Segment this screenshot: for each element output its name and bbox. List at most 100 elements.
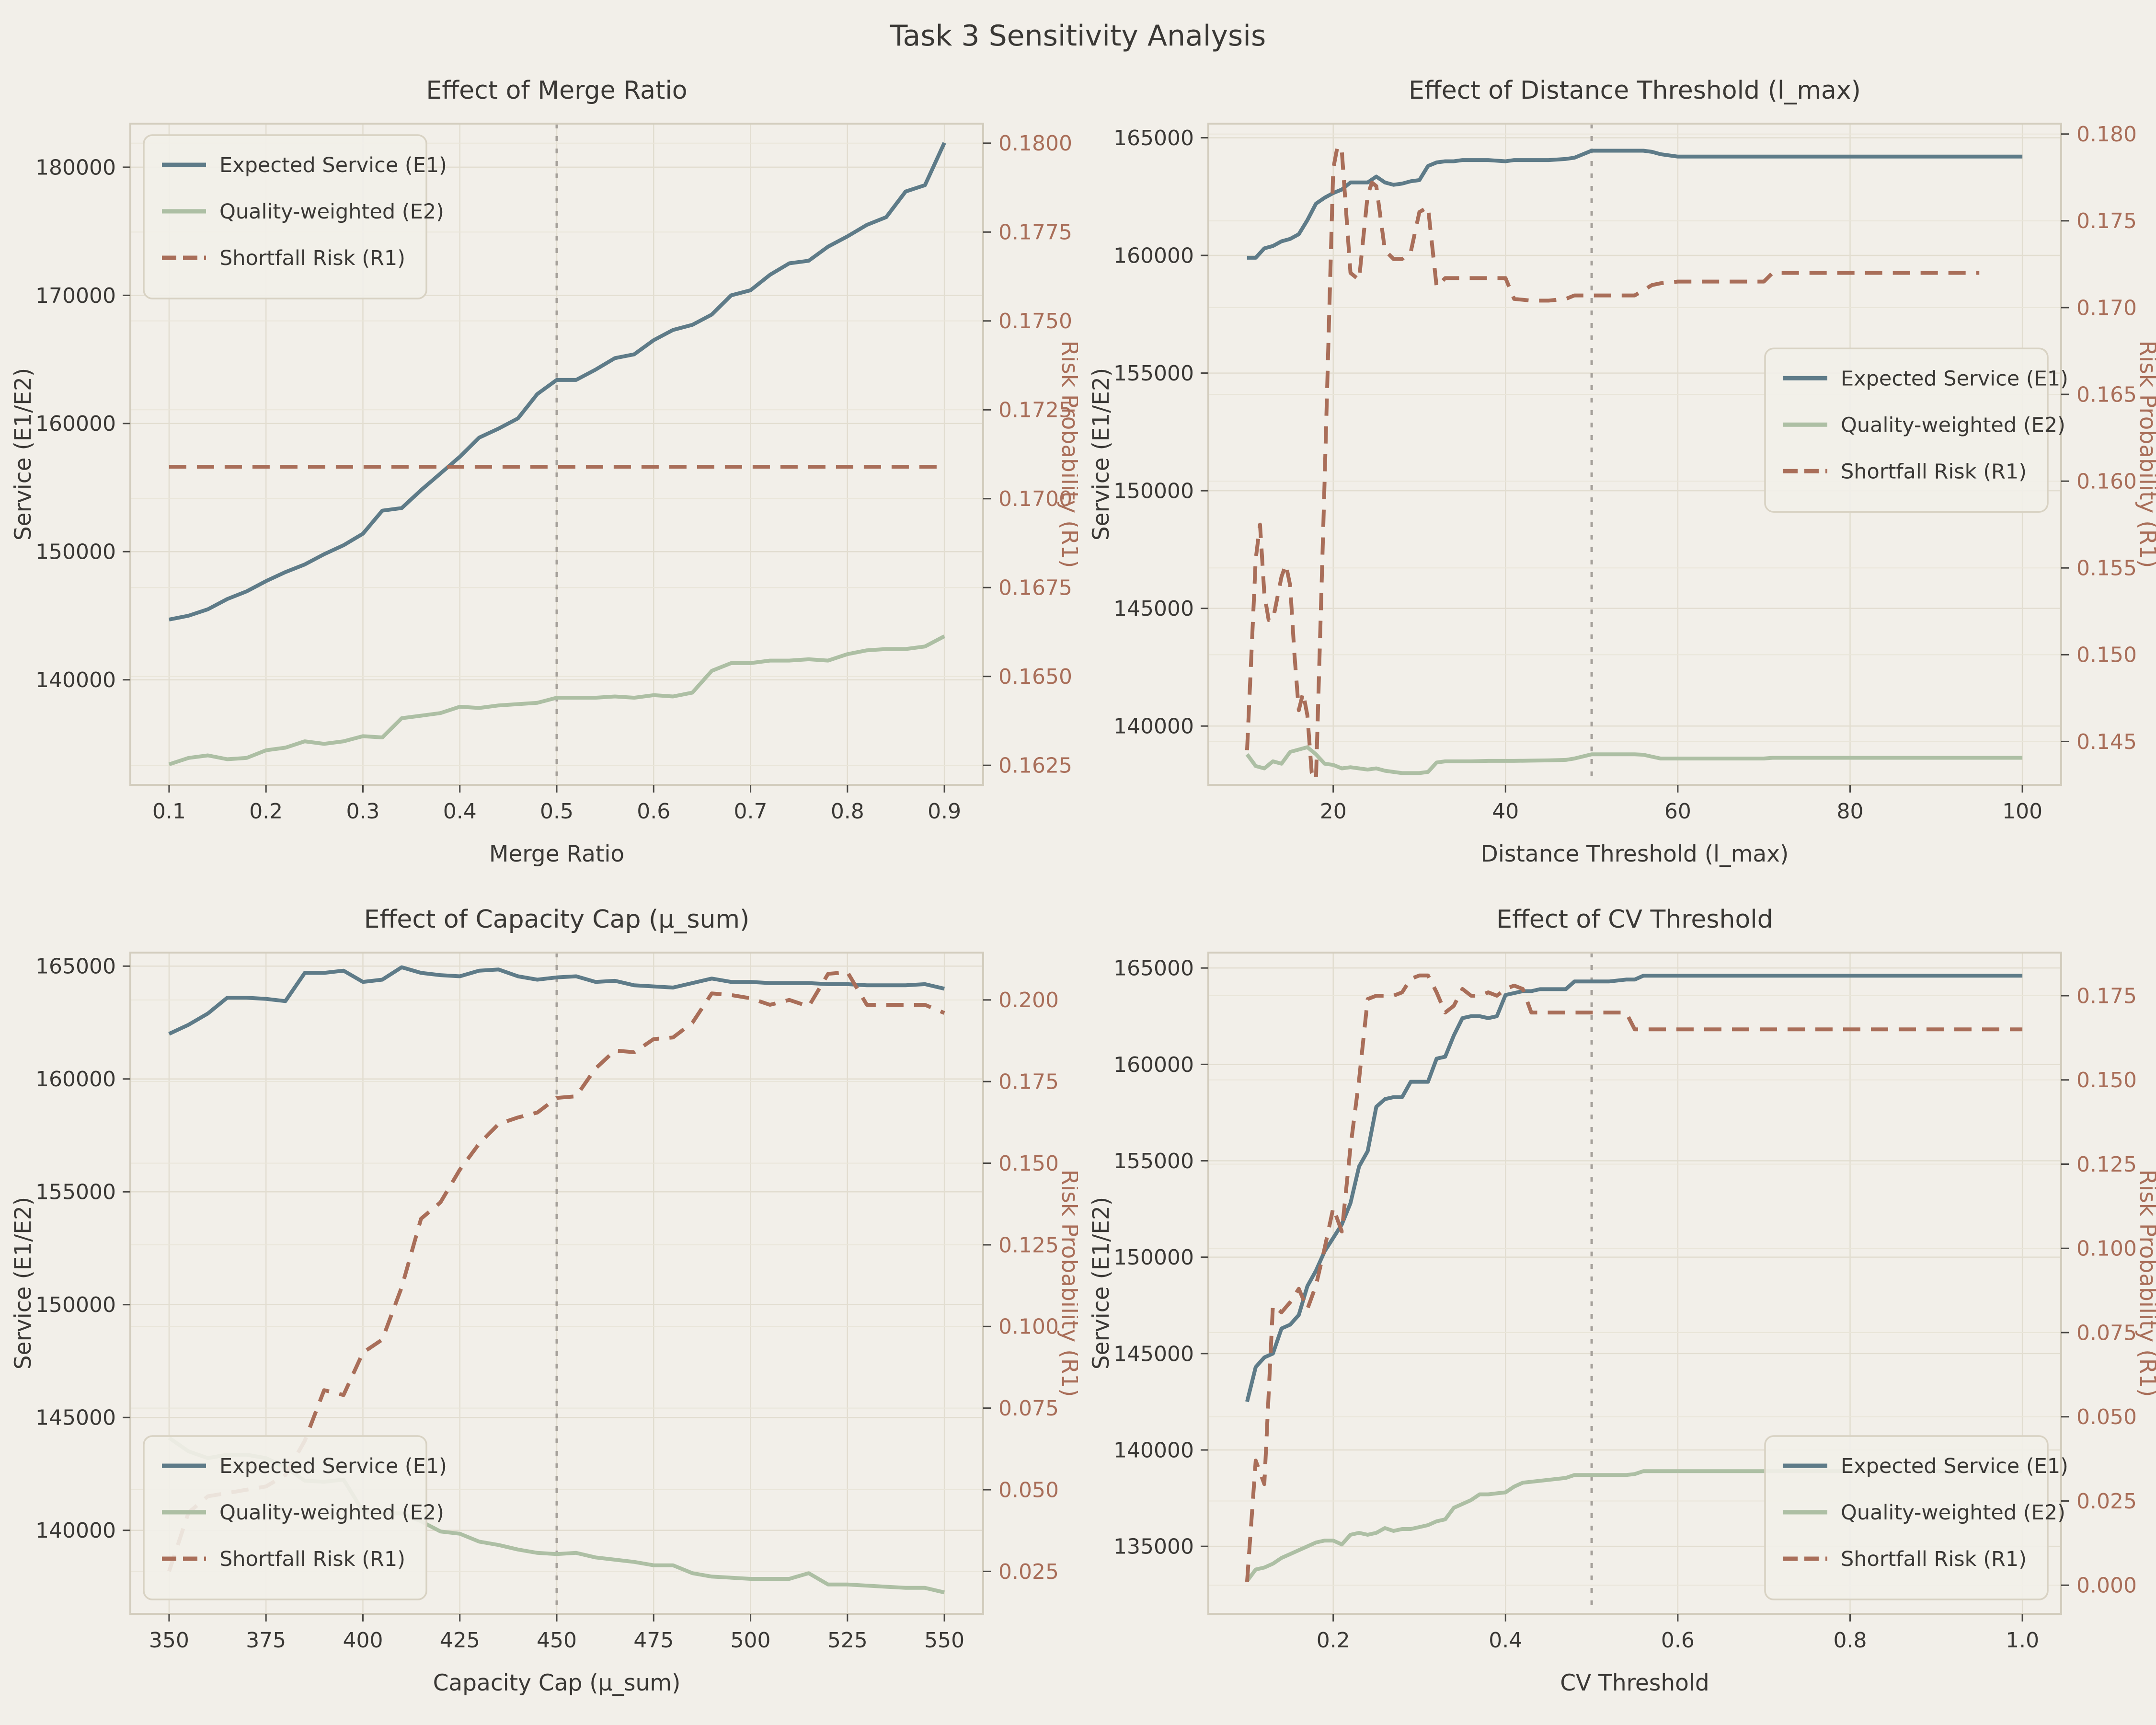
y-right-tick-label: 0.160 [2076, 470, 2137, 494]
legend-label-e2: Quality-weighted (E2) [1841, 413, 2065, 437]
y-left-tick-label: 160000 [35, 412, 116, 436]
x-tick-label: 80 [1836, 799, 1863, 824]
legend-label-e2: Quality-weighted (E2) [219, 200, 444, 224]
e2-line [168, 634, 945, 766]
panel-title: Effect of Distance Threshold (l_max) [1409, 76, 1861, 105]
panel-title: Effect of CV Threshold [1496, 905, 1773, 934]
x-tick-label: 0.8 [1834, 1628, 1867, 1653]
y-right-tick-label: 0.1750 [998, 309, 1072, 334]
x-tick-label: 475 [633, 1628, 674, 1653]
y-right-tick-label: 0.170 [2076, 296, 2137, 320]
legend-label-e2: Quality-weighted (E2) [1841, 1501, 2065, 1525]
y-right-tick-label: 0.200 [998, 988, 1059, 1012]
y-right-tick-label: 0.180 [2076, 122, 2137, 147]
y-right-tick-label: 0.1725 [998, 398, 1072, 423]
y-left-axis-label: Service (E1/E2) [1088, 368, 1114, 540]
y-right-tick-label: 0.1775 [998, 220, 1072, 245]
x-tick-label: 40 [1492, 799, 1519, 824]
y-left-axis-label: Service (E1/E2) [10, 1197, 36, 1369]
x-tick-label: 0.4 [1489, 1628, 1522, 1653]
legend-label-r1: Shortfall Risk (R1) [219, 1547, 405, 1571]
y-right-tick-label: 0.100 [998, 1315, 1059, 1339]
y-left-tick-label: 155000 [1113, 1149, 1194, 1173]
y-right-tick-label: 0.175 [2076, 209, 2137, 233]
y-right-axis-label: Risk Probability (R1) [1056, 341, 1078, 568]
panel-cv-threshold: 0.2 0.4 0.6 0.8 1.0 135000 140000 145000 150000 1… [1078, 896, 2156, 1725]
y-left-tick-label: 150000 [1113, 479, 1194, 504]
x-axis-label: Distance Threshold (l_max) [1481, 841, 1789, 867]
x-tick-label: 0.6 [1661, 1628, 1695, 1653]
panel-title: Effect of Capacity Cap (μ_sum) [364, 905, 750, 934]
x-tick-label: 0.8 [831, 799, 864, 824]
y-left-tick-label: 170000 [35, 284, 116, 308]
y-left-tick-label: 180000 [35, 155, 116, 180]
y-right-tick-label: 0.050 [2076, 1405, 2137, 1429]
x-tick-label: 0.2 [1317, 1628, 1350, 1653]
chart-cv-threshold: 0.2 0.4 0.6 0.8 1.0 135000 140000 145000 150000 1… [1088, 905, 2156, 1696]
chart-capacity-cap: 350 375 400 425 450 475 500 525 550 140000 145000 1… [10, 905, 1078, 1696]
panel-capacity-cap: 350 375 400 425 450 475 500 525 550 140000 145000 1… [0, 896, 1078, 1725]
y-right-tick-label: 0.125 [2076, 1152, 2137, 1177]
y-left-tick-label: 160000 [1113, 1053, 1194, 1077]
legend: Expected Service (E1) Quality-weighted (E… [1764, 1435, 2068, 1600]
y-right-tick-label: 0.150 [998, 1151, 1059, 1176]
y-left-tick-label: 140000 [1113, 714, 1194, 739]
y-left-tick-label: 150000 [35, 540, 116, 564]
x-tick-label: 20 [1320, 799, 1347, 824]
y-right-tick-label: 0.1675 [998, 576, 1072, 600]
y-right-tick-label: 0.1700 [998, 487, 1072, 511]
x-tick-label: 0.1 [152, 799, 186, 824]
y-left-tick-label: 165000 [35, 954, 116, 979]
x-tick-label: 1.0 [2006, 1628, 2039, 1653]
y-right-tick-label: 0.175 [2076, 984, 2137, 1008]
y-left-tick-label: 160000 [35, 1067, 116, 1092]
y-left-tick-label: 145000 [1113, 1342, 1194, 1366]
r1-line [1245, 973, 2023, 1582]
y-right-tick-label: 0.025 [2076, 1489, 2137, 1514]
legend-label-r1: Shortfall Risk (R1) [1841, 460, 2027, 483]
e1-line [168, 965, 945, 1036]
figure-title: Task 3 Sensitivity Analysis [890, 19, 1266, 53]
y-right-tick-label: 0.075 [2076, 1321, 2137, 1345]
y-right-tick-label: 0.100 [2076, 1237, 2137, 1261]
x-tick-label: 100 [2002, 799, 2042, 824]
y-left-tick-label: 145000 [35, 1406, 116, 1430]
y-right-tick-label: 0.175 [998, 1070, 1059, 1094]
panel-merge-ratio: 0.1 0.2 0.3 0.4 0.5 0.6 0.7 0.8 0.9 140000 150000 1… [0, 67, 1078, 896]
y-right-tick-label: 0.025 [998, 1560, 1059, 1584]
y-right-tick-label: 0.000 [2076, 1574, 2137, 1598]
e1-line [1247, 149, 2023, 260]
x-axis-label: Merge Ratio [489, 841, 624, 867]
e2-line [1245, 745, 2023, 775]
y-right-tick-label: 0.1625 [998, 754, 1072, 778]
x-tick-label: 0.3 [346, 799, 379, 824]
panel-distance-threshold: 20 40 60 80 100 140000 145000 150000 155000 16000… [1078, 67, 2156, 896]
y-left-tick-label: 140000 [35, 668, 116, 692]
y-left-tick-label: 155000 [35, 1180, 116, 1205]
y-right-axis-label: Risk Probability (R1) [1056, 1170, 1078, 1397]
legend-label-e2: Quality-weighted (E2) [219, 1501, 444, 1525]
x-tick-label: 500 [731, 1628, 771, 1653]
x-axis-label: Capacity Cap (μ_sum) [433, 1670, 681, 1696]
legend: Expected Service (E1) Quality-weighted (E… [143, 1435, 447, 1600]
y-left-tick-label: 150000 [1113, 1245, 1194, 1270]
x-tick-label: 400 [343, 1628, 383, 1653]
x-tick-label: 0.5 [540, 799, 573, 824]
y-left-tick-label: 140000 [35, 1518, 116, 1543]
chart-merge-ratio: 0.1 0.2 0.3 0.4 0.5 0.6 0.7 0.8 0.9 140000 150000 1… [10, 76, 1078, 867]
x-tick-label: 450 [537, 1628, 577, 1653]
e1-line [1245, 974, 2023, 1403]
y-left-tick-label: 135000 [1113, 1535, 1194, 1559]
y-left-axis-label: Service (E1/E2) [10, 368, 36, 540]
legend-box [1764, 347, 2049, 513]
r1-line [1245, 144, 1980, 782]
legend-label-e1: Expected Service (E1) [1841, 367, 2068, 391]
x-tick-label: 375 [246, 1628, 286, 1653]
legend-label-e1: Expected Service (E1) [1841, 1454, 2068, 1478]
y-left-tick-label: 165000 [1113, 956, 1194, 981]
legend-label-e1: Expected Service (E1) [219, 153, 447, 177]
legend: Expected Service (E1) Quality-weighted (E… [1764, 347, 2068, 513]
panels-grid: 0.1 0.2 0.3 0.4 0.5 0.6 0.7 0.8 0.9 140000 150000 1… [0, 67, 2156, 1725]
legend-box [143, 1435, 427, 1600]
y-left-tick-label: 145000 [1113, 597, 1194, 621]
